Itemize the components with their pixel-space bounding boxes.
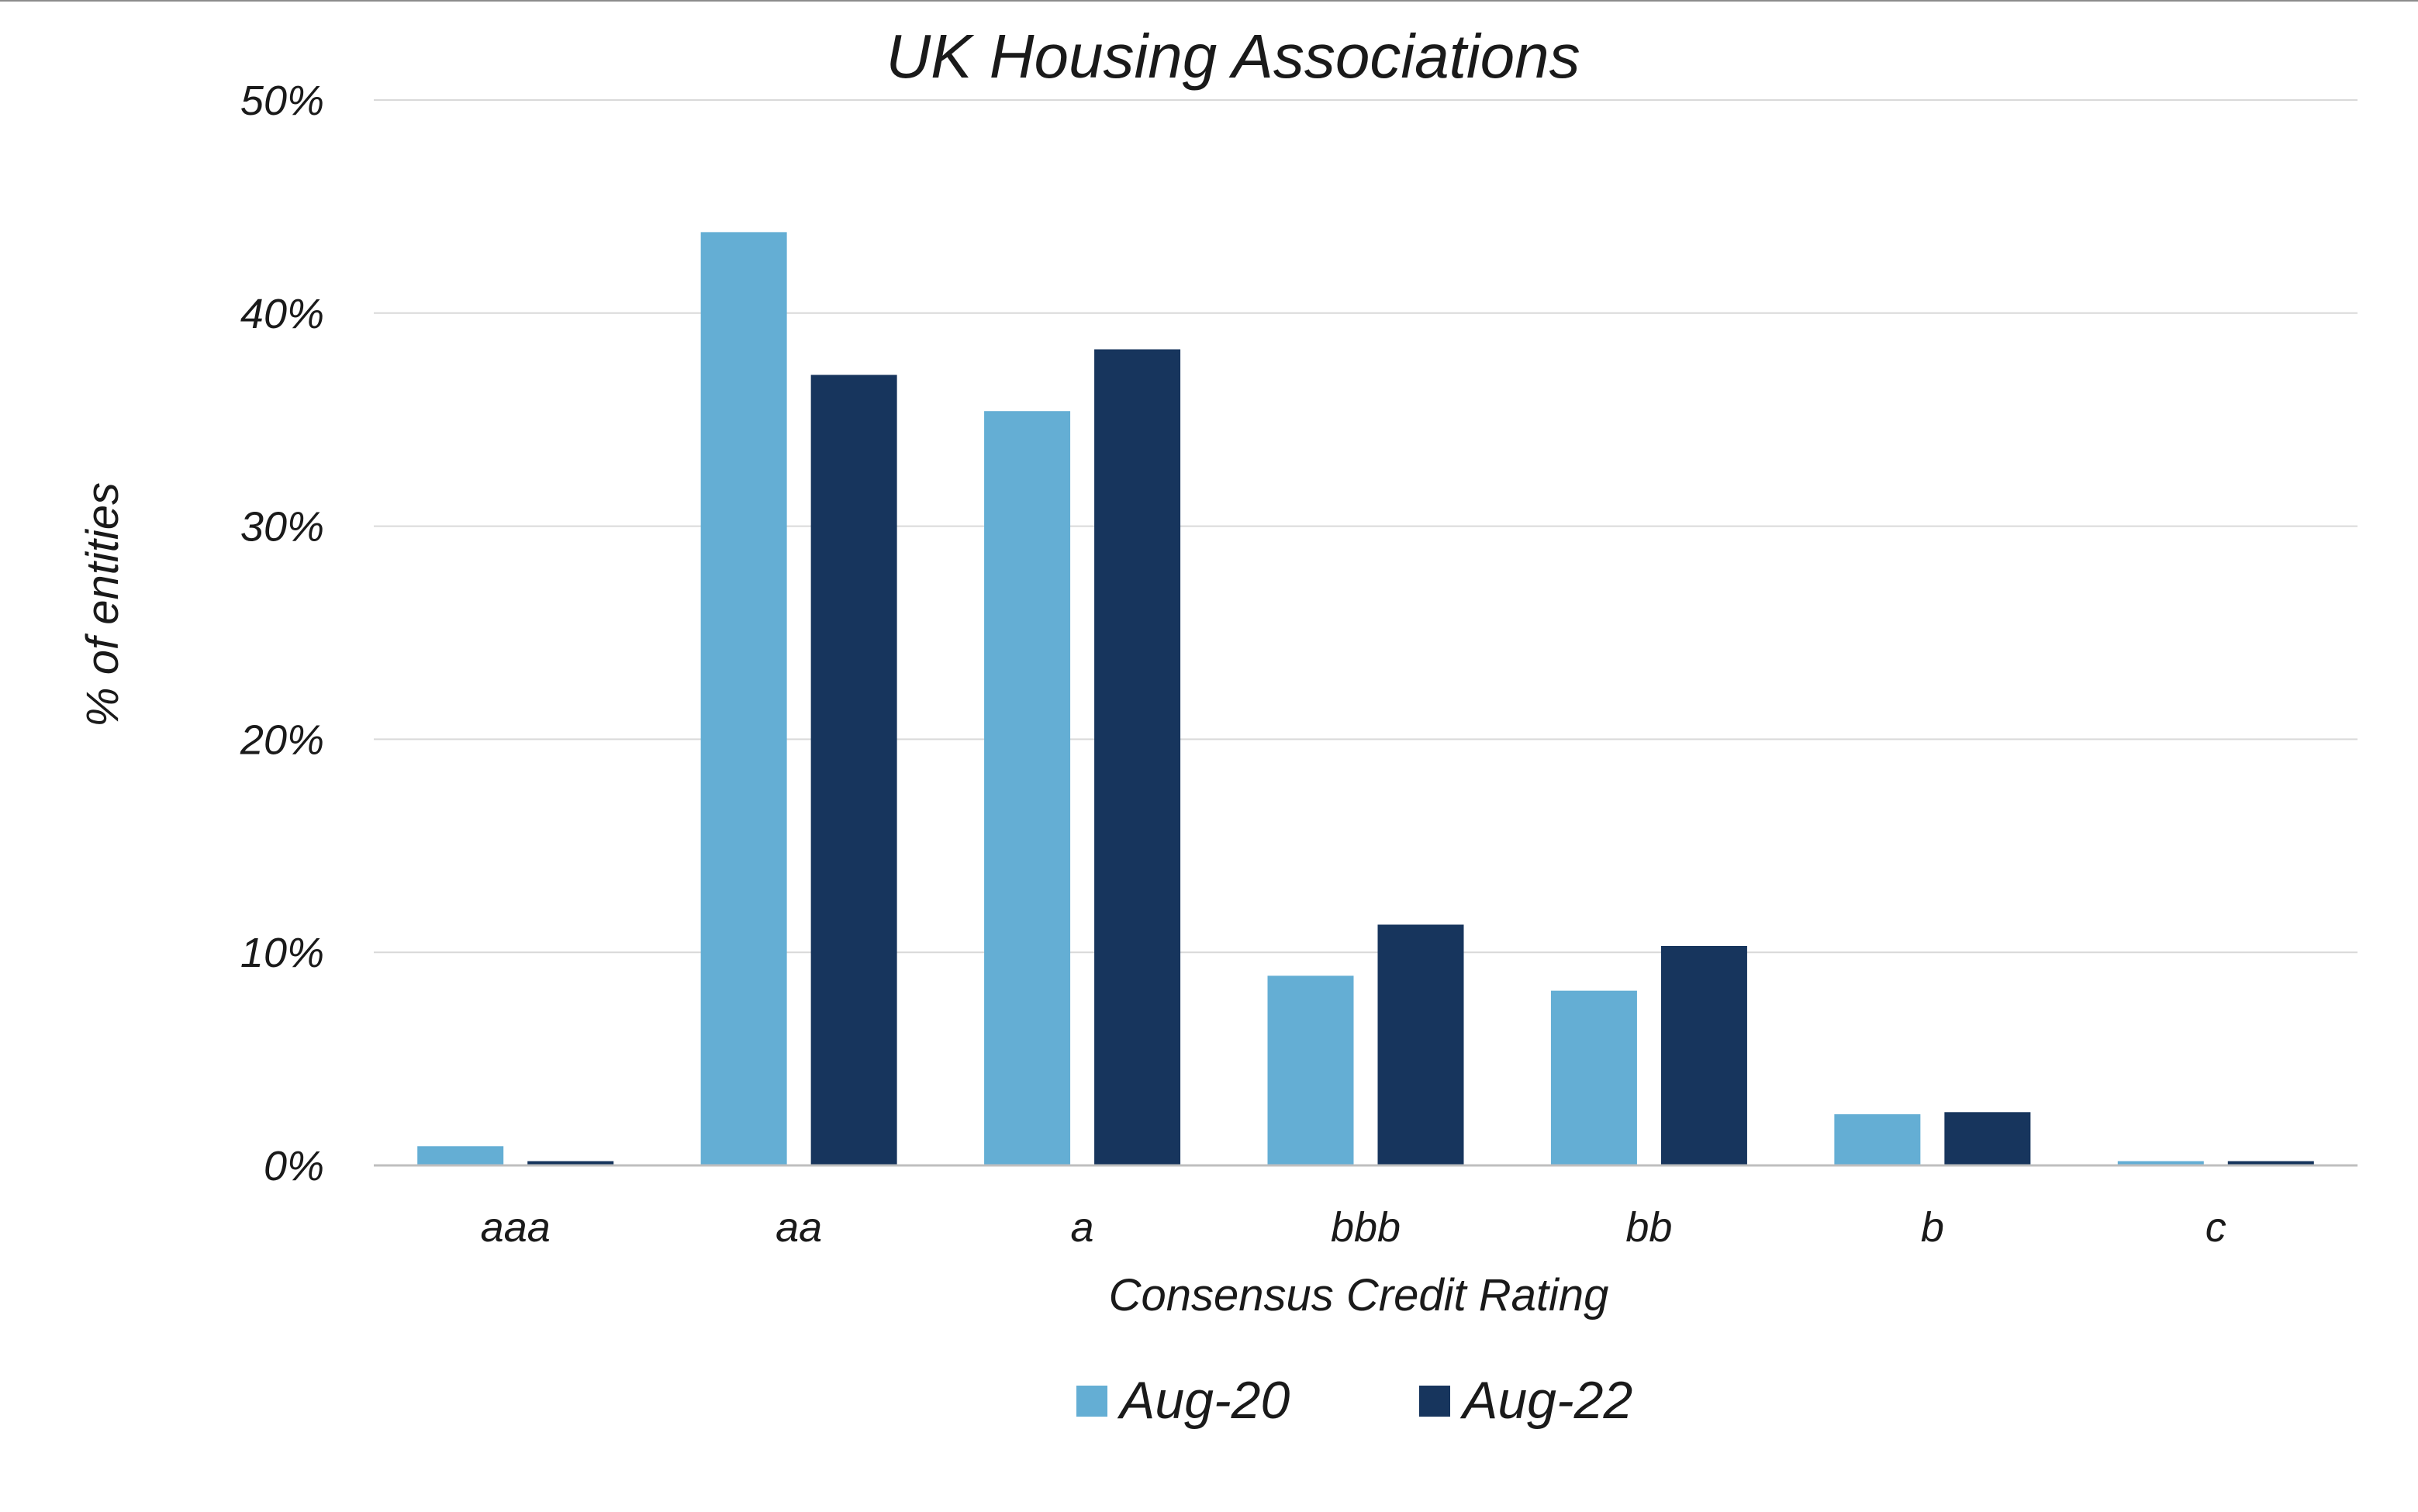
legend-swatch-aug-22 (1419, 1386, 1450, 1417)
gridlines (374, 99, 2358, 954)
bar-aug-20-aaa (417, 1146, 504, 1165)
bar-aug-22-c (2227, 1161, 2314, 1165)
bar-aug-20-b (1834, 1114, 1921, 1165)
y-tick-label: 30% (240, 504, 324, 551)
x-tick-label: bb (1625, 1204, 1672, 1251)
bars (417, 232, 2314, 1166)
x-tick-label: b (1921, 1204, 1944, 1251)
y-axis-title: % of entities (78, 482, 128, 727)
bar-aug-22-bb (1660, 945, 1747, 1165)
x-tick-label: c (2206, 1204, 2226, 1251)
x-tick-label: aaa (481, 1204, 551, 1251)
y-tick-label: 40% (240, 291, 324, 337)
y-tick-label: 0% (264, 1143, 324, 1189)
bar-aug-22-a (1094, 349, 1181, 1165)
legend-label-aug-20: Aug-20 (1117, 1371, 1290, 1430)
y-tick-label: 50% (240, 78, 324, 124)
bar-aug-20-c (2117, 1161, 2204, 1165)
y-axis-ticks: 0% 10% 20% 30% 40% 50% (240, 78, 324, 1189)
bar-aug-20-aa (700, 232, 787, 1166)
bar-aug-20-bbb (1267, 975, 1354, 1165)
x-tick-label: aa (775, 1204, 822, 1251)
bar-aug-22-aa (810, 375, 897, 1165)
y-tick-label: 20% (240, 716, 324, 763)
bar-aug-20-bb (1550, 990, 1637, 1165)
top-border (0, 0, 2418, 2)
x-axis-ticks: aaa aa a bbb bb b c (481, 1204, 2226, 1251)
x-tick-label: a (1071, 1204, 1094, 1251)
bar-aug-22-b (1944, 1112, 2031, 1165)
x-tick-label: bbb (1331, 1204, 1401, 1251)
bar-aug-22-aaa (527, 1161, 614, 1165)
legend: Aug-20 Aug-22 (1076, 1371, 1632, 1430)
chart-title: UK Housing Associations (886, 22, 1580, 91)
bar-aug-20-a (984, 411, 1071, 1165)
x-axis-title: Consensus Credit Rating (1109, 1270, 1609, 1320)
legend-label-aug-22: Aug-22 (1459, 1371, 1632, 1430)
y-tick-label: 10% (240, 930, 324, 976)
bar-aug-22-bbb (1377, 924, 1464, 1165)
legend-swatch-aug-20 (1076, 1386, 1107, 1417)
